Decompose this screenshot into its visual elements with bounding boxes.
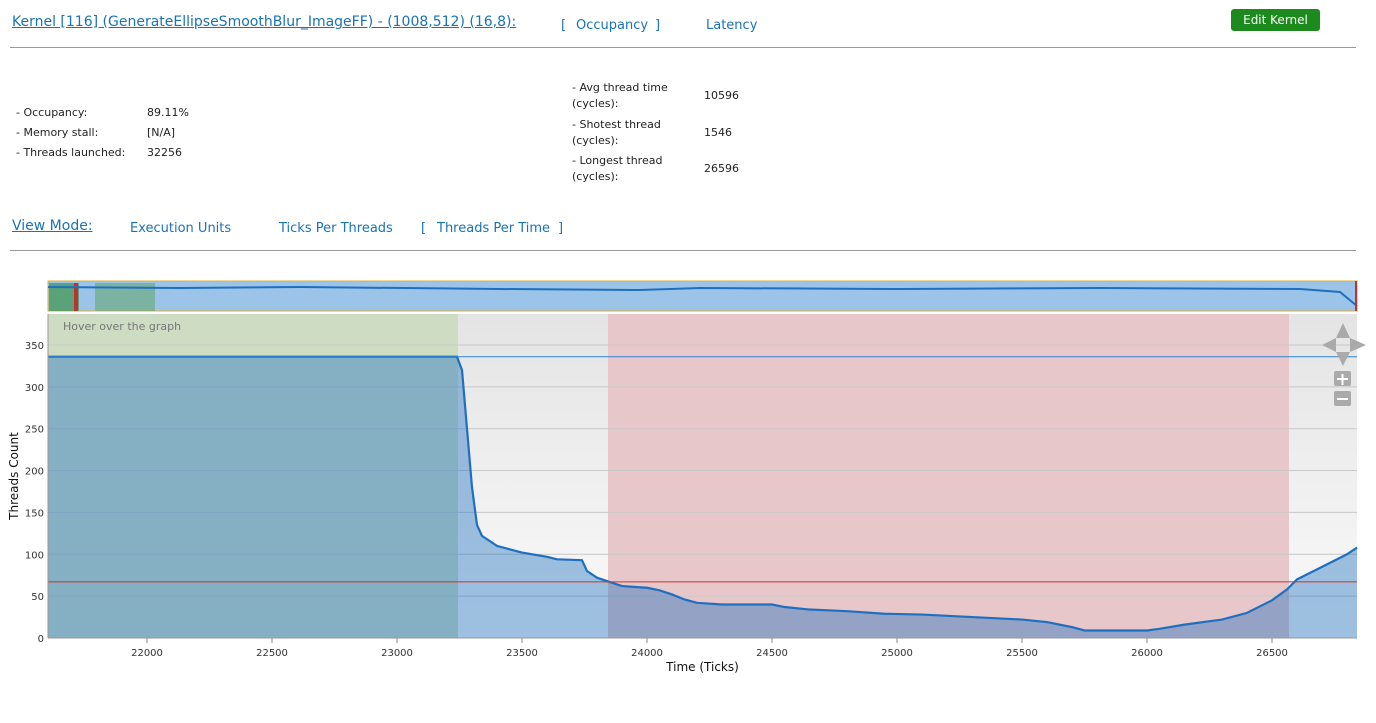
x-tick-label: 24000 bbox=[631, 648, 663, 659]
x-tick-label: 23000 bbox=[381, 648, 413, 659]
x-tick-label: 25500 bbox=[1006, 648, 1038, 659]
stat-label: - Longest thread (cycles): bbox=[572, 154, 663, 183]
divider bbox=[10, 250, 1356, 251]
stat-label: - Occupancy: bbox=[16, 106, 88, 119]
zoom-controls[interactable] bbox=[1322, 323, 1366, 406]
x-tick-label: 26500 bbox=[1256, 648, 1288, 659]
bracket: [ bbox=[421, 221, 427, 236]
y-tick-label: 300 bbox=[25, 383, 44, 394]
x-tick-label: 22500 bbox=[256, 648, 288, 659]
y-tick-label: 200 bbox=[25, 467, 44, 478]
region bbox=[608, 314, 1289, 638]
stat-value: 32256 bbox=[147, 146, 182, 159]
tab[interactable]: Occupancy bbox=[576, 18, 649, 33]
stat-label: - Memory stall: bbox=[16, 126, 99, 139]
x-tick-label: 26000 bbox=[1131, 648, 1163, 659]
x-tick-label: 24500 bbox=[756, 648, 788, 659]
bracket: ] bbox=[558, 221, 564, 236]
kernel-link[interactable]: Kernel [116] (GenerateEllipseSmoothBlur_… bbox=[12, 14, 517, 30]
view-option[interactable]: Ticks Per Threads bbox=[279, 221, 393, 236]
y-tick-label: 250 bbox=[25, 425, 44, 436]
y-tick-label: 150 bbox=[25, 508, 44, 519]
y-tick-label: 100 bbox=[25, 550, 44, 561]
x-axis-label: Time (Ticks) bbox=[665, 660, 739, 674]
view-option[interactable]: Threads Per Time bbox=[437, 221, 551, 236]
x-tick-label: 23500 bbox=[506, 648, 538, 659]
y-tick-label: 350 bbox=[25, 341, 44, 352]
area-fill bbox=[48, 356, 1357, 638]
edit-button[interactable]: Edit Kernel bbox=[1231, 9, 1320, 31]
y-tick-label: 50 bbox=[31, 592, 44, 603]
stat-value: [N/A] bbox=[147, 126, 176, 139]
stat-label: - Threads launched: bbox=[16, 146, 126, 159]
region bbox=[48, 314, 458, 638]
divider bbox=[10, 47, 1356, 48]
x-tick-label: 22000 bbox=[131, 648, 163, 659]
stat-value: 1546 bbox=[704, 125, 732, 139]
x-tick-label: 25000 bbox=[881, 648, 913, 659]
hover-hint: Hover over the graph bbox=[63, 320, 181, 333]
stat-value: 89.11% bbox=[147, 106, 189, 119]
stat-label: - Avg thread time (cycles): bbox=[572, 81, 668, 110]
bracket: [ bbox=[561, 18, 567, 33]
tab[interactable]: Latency bbox=[706, 18, 758, 33]
area-line bbox=[48, 355, 1358, 632]
bracket: ] bbox=[655, 18, 661, 33]
stat-value: 26596 bbox=[704, 162, 739, 175]
view-mode-label: View Mode: bbox=[12, 218, 93, 234]
stat-label: - Shotest thread (cycles): bbox=[572, 117, 661, 147]
overview bbox=[47, 280, 1358, 312]
y-tick-label: 0 bbox=[38, 634, 44, 645]
stat-value: 10596 bbox=[704, 89, 739, 102]
y-axis-label: Threads Count bbox=[7, 432, 21, 521]
view-option[interactable]: Execution Units bbox=[130, 221, 232, 236]
